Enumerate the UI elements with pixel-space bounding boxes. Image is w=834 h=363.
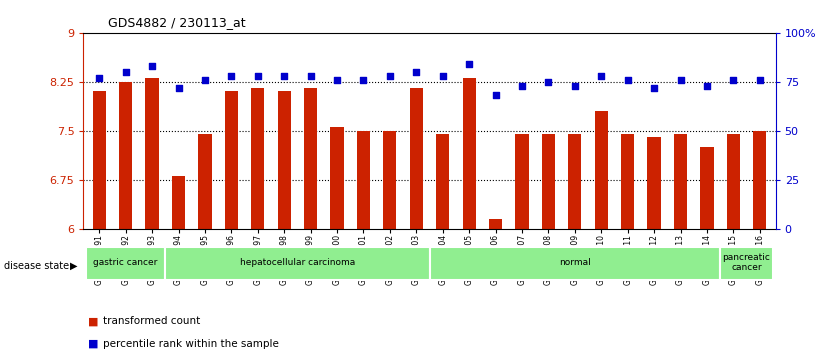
Bar: [489, 219, 502, 229]
Point: [542, 79, 555, 85]
Point: [357, 77, 370, 83]
Bar: [647, 137, 661, 229]
Point: [726, 77, 740, 83]
Point: [330, 77, 344, 83]
Point: [119, 69, 133, 75]
Bar: [720, 247, 773, 280]
Text: GDS4882 / 230113_at: GDS4882 / 230113_at: [108, 16, 246, 29]
Point: [409, 69, 423, 75]
Point: [647, 85, 661, 90]
Bar: [515, 134, 529, 229]
Text: disease state: disease state: [4, 261, 69, 271]
Point: [436, 73, 450, 79]
Point: [278, 73, 291, 79]
Text: hepatocellular carcinoma: hepatocellular carcinoma: [240, 258, 355, 267]
Point: [224, 73, 238, 79]
Text: gastric cancer: gastric cancer: [93, 258, 158, 267]
Text: transformed count: transformed count: [103, 316, 200, 326]
Text: ▶: ▶: [70, 261, 78, 271]
Bar: [165, 247, 430, 280]
Bar: [430, 247, 720, 280]
Bar: [595, 111, 608, 229]
Bar: [357, 131, 370, 229]
Bar: [278, 91, 291, 229]
Text: ■: ■: [88, 316, 98, 326]
Point: [674, 77, 687, 83]
Text: normal: normal: [559, 258, 590, 267]
Text: pancreatic
cancer: pancreatic cancer: [722, 253, 771, 272]
Point: [489, 93, 502, 98]
Bar: [436, 134, 450, 229]
Bar: [621, 134, 635, 229]
Point: [145, 63, 158, 69]
Bar: [542, 134, 555, 229]
Bar: [86, 247, 165, 280]
Point: [251, 73, 264, 79]
Bar: [145, 78, 158, 229]
Point: [93, 75, 106, 81]
Bar: [568, 134, 581, 229]
Bar: [172, 176, 185, 229]
Bar: [304, 88, 317, 229]
Bar: [384, 131, 396, 229]
Point: [463, 61, 476, 67]
Bar: [251, 88, 264, 229]
Point: [198, 77, 212, 83]
Point: [383, 73, 396, 79]
Bar: [409, 88, 423, 229]
Bar: [726, 134, 740, 229]
Point: [595, 73, 608, 79]
Text: ■: ■: [88, 339, 98, 349]
Point: [172, 85, 185, 90]
Bar: [701, 147, 714, 229]
Bar: [674, 134, 687, 229]
Bar: [753, 131, 766, 229]
Point: [515, 83, 529, 89]
Point: [753, 77, 766, 83]
Point: [701, 83, 714, 89]
Bar: [119, 82, 133, 229]
Bar: [224, 91, 238, 229]
Bar: [463, 78, 475, 229]
Bar: [198, 134, 212, 229]
Point: [621, 77, 635, 83]
Point: [568, 83, 581, 89]
Text: percentile rank within the sample: percentile rank within the sample: [103, 339, 279, 349]
Point: [304, 73, 317, 79]
Bar: [330, 127, 344, 229]
Bar: [93, 91, 106, 229]
